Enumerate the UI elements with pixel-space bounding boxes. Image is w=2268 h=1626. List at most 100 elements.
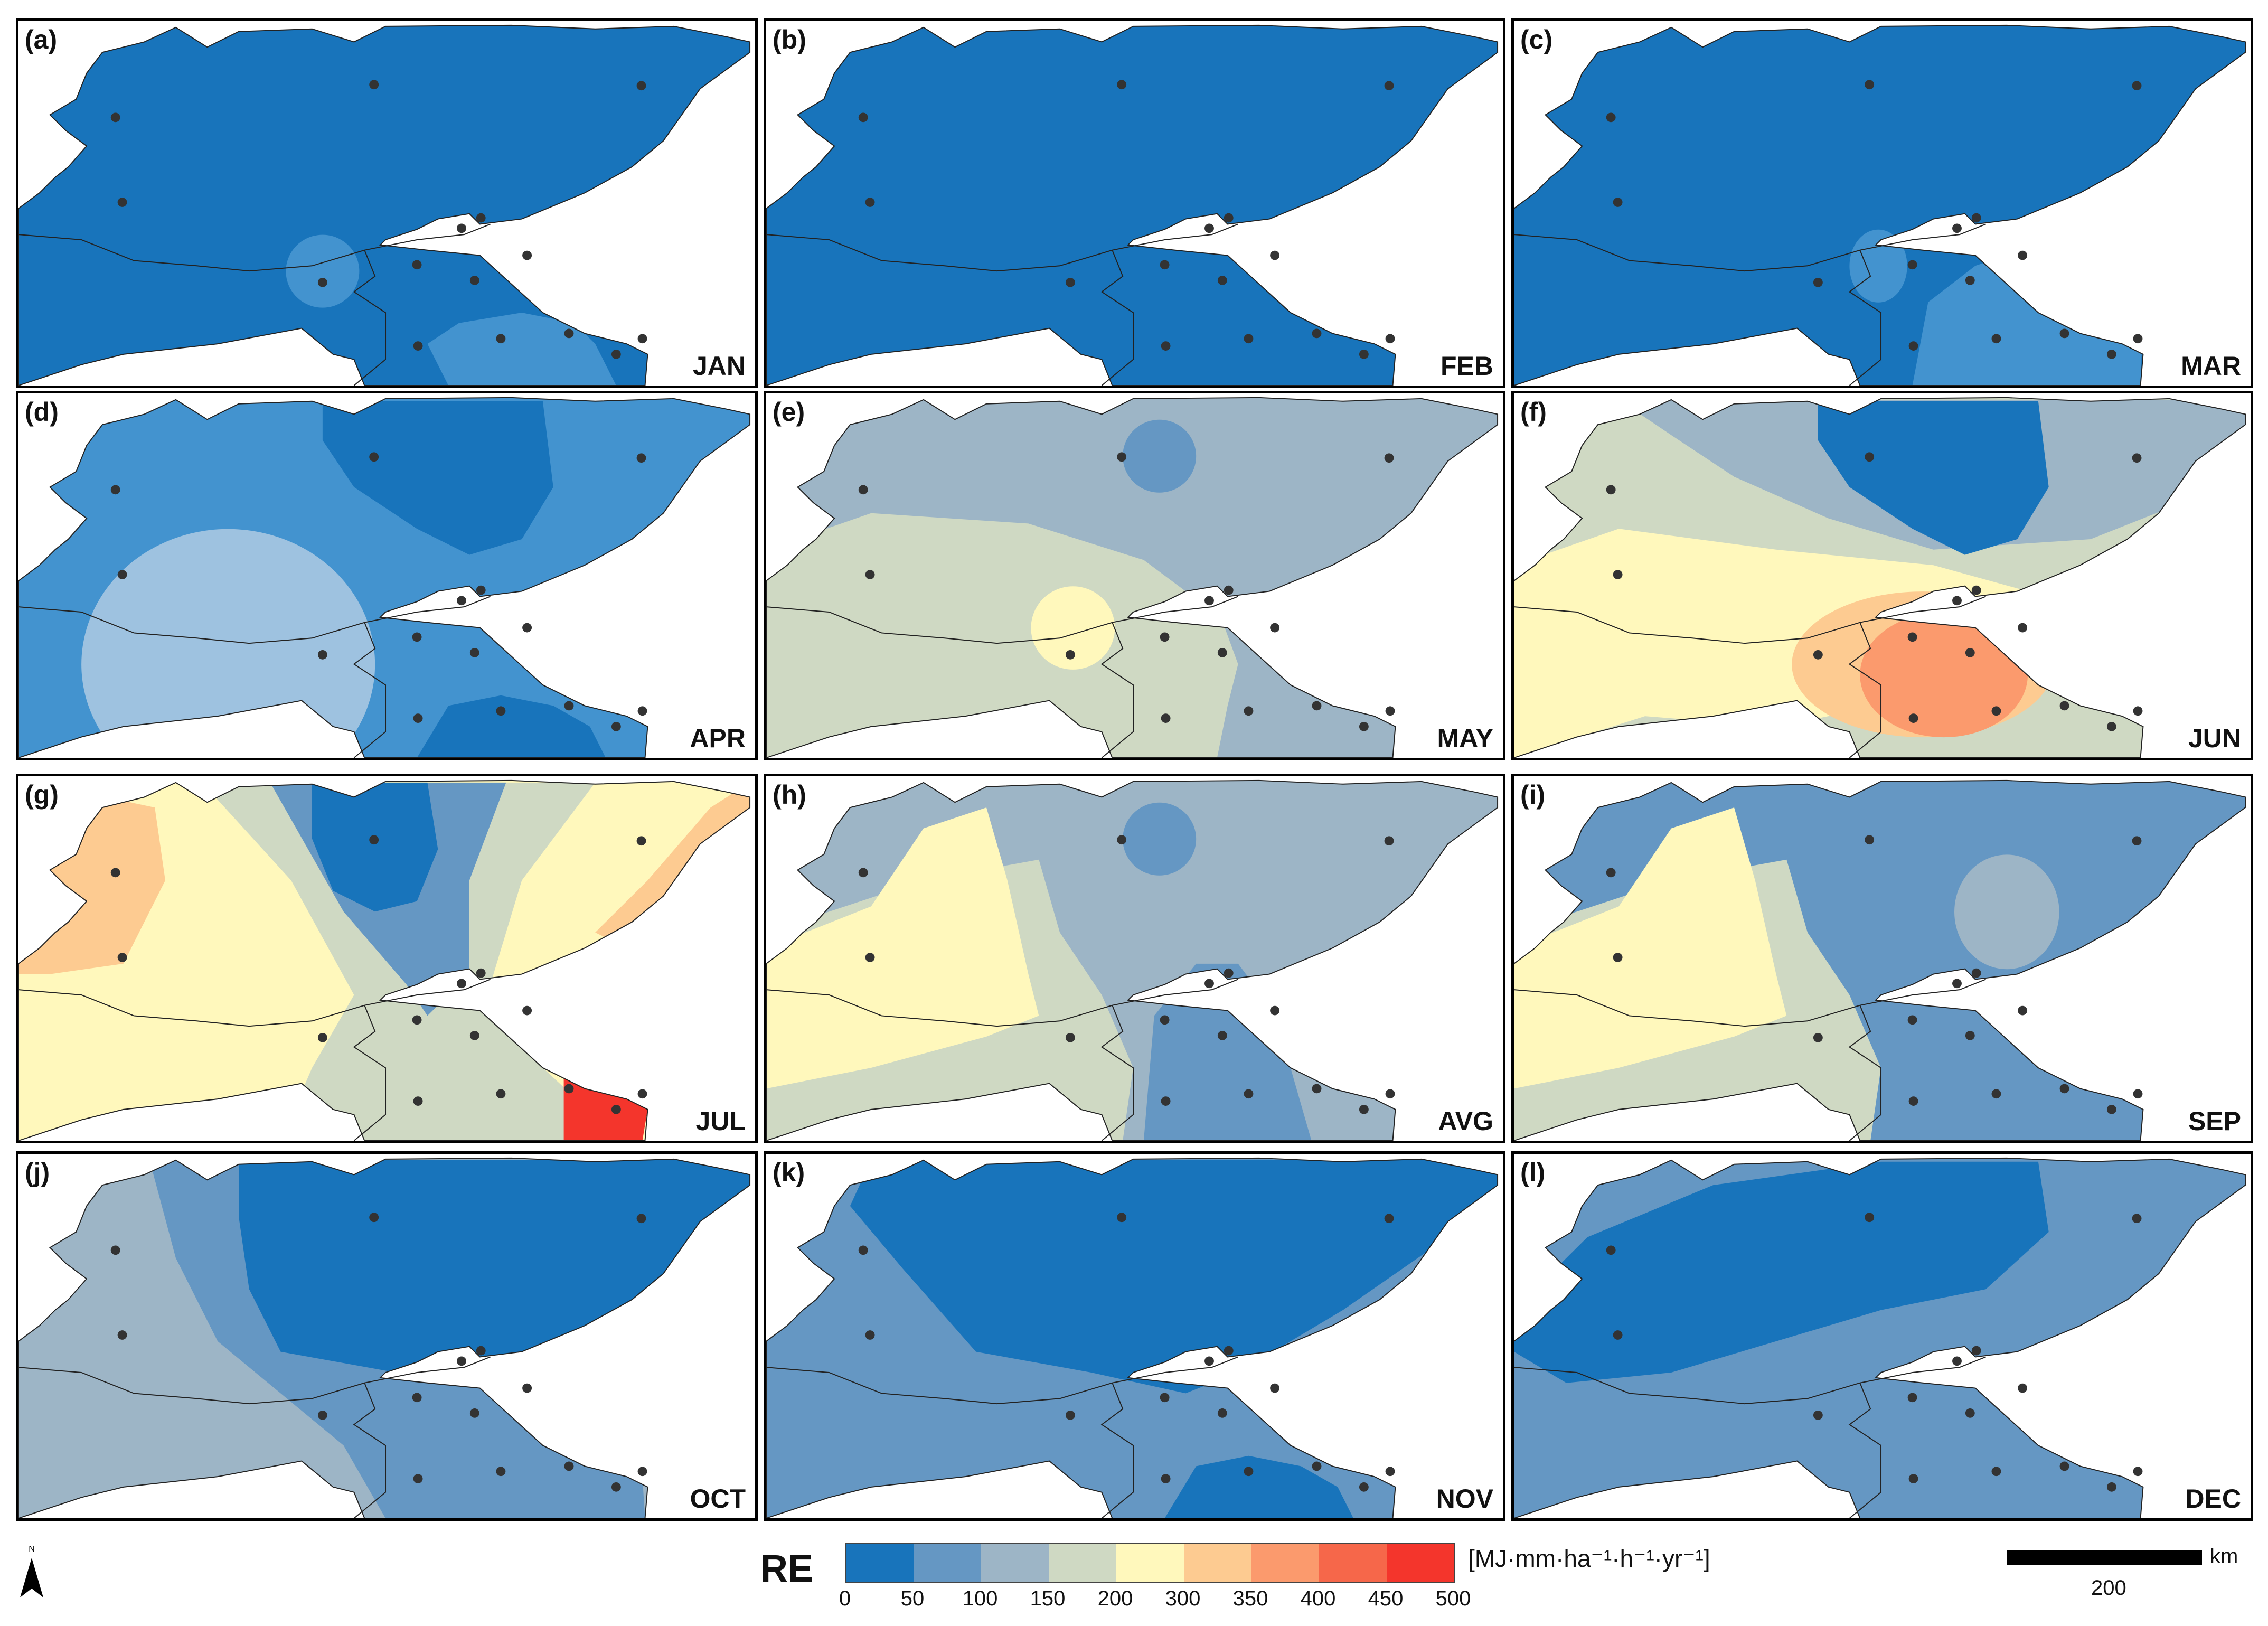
basin-outline xyxy=(766,779,1499,1141)
station-dot xyxy=(412,1393,422,1403)
station-dot xyxy=(636,453,646,463)
legend-unit: [MJ·mm·ha⁻¹·h⁻¹·yr⁻¹] xyxy=(1468,1545,1710,1572)
legend-tick: 0 xyxy=(839,1587,851,1610)
station-dot xyxy=(476,968,486,978)
station-dot xyxy=(317,1032,327,1042)
basin-outline xyxy=(1514,24,2246,386)
station-dot xyxy=(1224,1346,1234,1356)
map-svg xyxy=(18,397,751,758)
scale-line xyxy=(2007,1550,2202,1565)
border-line xyxy=(766,223,1238,386)
map-panel-apr: (d) APR xyxy=(16,391,758,760)
station-dot xyxy=(1270,623,1280,633)
station-dot xyxy=(1117,835,1127,845)
legend-tick: 150 xyxy=(1030,1587,1066,1610)
zone-yellowW2 xyxy=(1514,807,1787,1089)
re-legend: RE 0 50 100 150 200 300 350 400 450 500 [MJ·mm·ha… xyxy=(760,1537,1753,1616)
station-dot xyxy=(1224,213,1234,223)
zone-southBlue xyxy=(1143,963,1312,1141)
station-dot xyxy=(611,721,621,731)
station-dot xyxy=(1244,334,1254,344)
station-dot xyxy=(476,585,486,595)
station-dot xyxy=(1312,1461,1322,1471)
basin-outline xyxy=(766,397,1499,758)
station-dot xyxy=(1384,1214,1394,1224)
panel-label: (d) xyxy=(25,397,59,427)
map-panel-mar: (c) MAR xyxy=(1511,18,2253,388)
station-dot xyxy=(1952,1356,1962,1366)
map-svg xyxy=(766,397,1499,758)
station-dot xyxy=(496,1089,506,1099)
station-dot xyxy=(412,632,422,642)
station-dot xyxy=(413,713,423,723)
station-dot xyxy=(1606,868,1616,878)
station-dot xyxy=(1270,1383,1280,1393)
station-dot xyxy=(2018,1383,2028,1393)
station-dot xyxy=(317,277,327,287)
panel-label: (a) xyxy=(25,25,58,54)
station-dot xyxy=(1952,979,1962,989)
station-dot xyxy=(636,1214,646,1224)
station-dot xyxy=(2132,81,2142,91)
legend-swatch xyxy=(1116,1544,1184,1582)
legend-tick: 400 xyxy=(1300,1587,1336,1610)
month-label: APR xyxy=(690,723,746,753)
station-dot xyxy=(1217,276,1227,285)
panel-label: (h) xyxy=(773,780,806,810)
station-dot xyxy=(2018,623,2028,633)
station-dot xyxy=(457,596,466,606)
station-dot xyxy=(1907,1015,1917,1025)
station-dot xyxy=(369,80,379,90)
station-dot xyxy=(2133,334,2143,344)
station-dot xyxy=(1384,453,1394,463)
station-dot xyxy=(1161,341,1171,351)
basin-outline xyxy=(766,1157,1499,1518)
map-svg xyxy=(766,24,1499,386)
zone-westBand xyxy=(766,513,1238,758)
station-dot xyxy=(1359,1104,1369,1114)
station-dot xyxy=(611,1482,621,1492)
station-dot xyxy=(637,1467,647,1477)
station-dot xyxy=(457,223,466,233)
station-dot xyxy=(413,1096,423,1106)
station-dot xyxy=(1224,968,1234,978)
month-label: JUN xyxy=(2188,723,2241,753)
station-dot xyxy=(469,1031,479,1040)
station-dot xyxy=(2132,1214,2142,1224)
station-dot xyxy=(1865,1213,1875,1223)
station-dot xyxy=(1217,1408,1227,1418)
station-dot xyxy=(1065,277,1075,287)
station-dot xyxy=(469,648,479,657)
zone-southD xyxy=(417,695,606,758)
map-svg xyxy=(18,1157,751,1518)
panel-label: (l) xyxy=(1520,1158,1546,1187)
month-label: JAN xyxy=(692,351,746,381)
panel-label: (c) xyxy=(1520,25,1553,54)
map-panel-oct: (j) OCT xyxy=(16,1151,758,1521)
station-dot xyxy=(1270,1005,1280,1016)
station-dot xyxy=(1270,250,1280,260)
panel-label: (f) xyxy=(1520,397,1547,427)
station-dot xyxy=(2133,1467,2143,1477)
station-dot xyxy=(317,1410,327,1420)
station-dot xyxy=(469,276,479,285)
map-svg xyxy=(18,24,751,386)
station-dot xyxy=(1813,277,1823,287)
station-dot xyxy=(522,623,532,633)
zone-islandA xyxy=(286,234,360,308)
legend-tick: 50 xyxy=(900,1587,925,1610)
map-panel-jan: (a) JAN xyxy=(16,18,758,388)
station-dot xyxy=(1813,1032,1823,1042)
zone-blobNE xyxy=(322,401,553,555)
border-line xyxy=(1514,1356,1986,1518)
station-dot xyxy=(2106,1482,2116,1492)
panel-label: (j) xyxy=(25,1158,50,1187)
station-dot xyxy=(1161,1474,1171,1483)
zone-smallNE xyxy=(1123,802,1197,876)
station-dot xyxy=(858,112,868,123)
station-dot xyxy=(1117,80,1127,90)
station-dot xyxy=(117,1330,127,1340)
station-dot xyxy=(1865,452,1875,462)
legend-tick: 500 xyxy=(1435,1587,1471,1610)
map-svg xyxy=(766,1157,1499,1518)
